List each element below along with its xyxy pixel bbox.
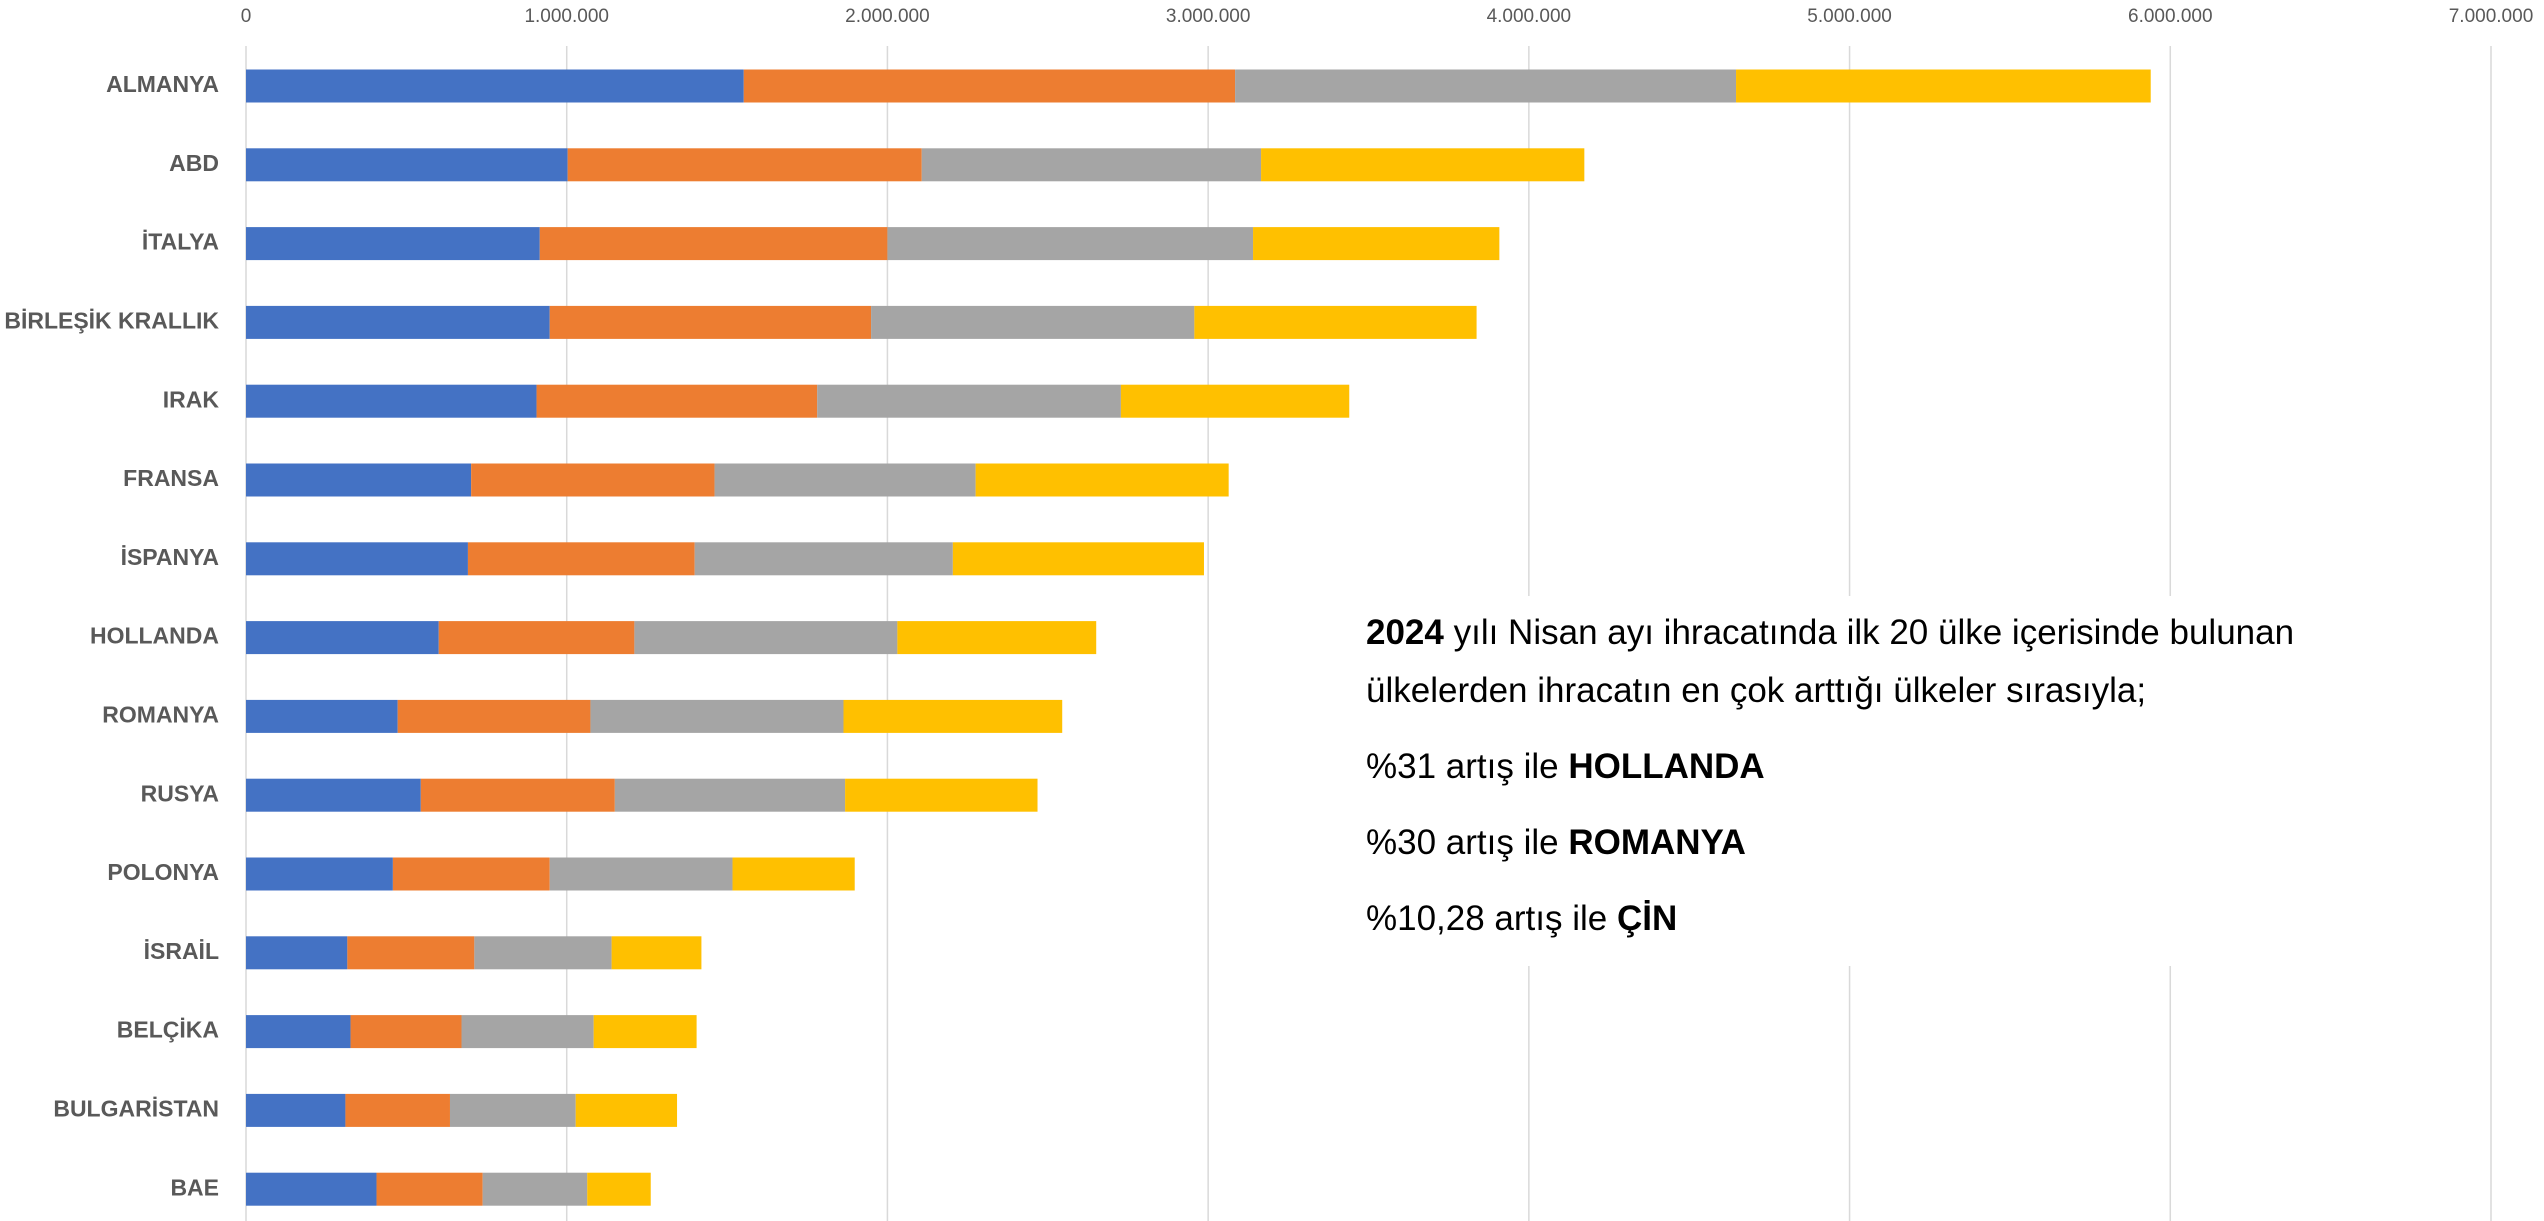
annotation-text: %31 artış ile: [1366, 747, 1569, 786]
category-label: HOLLANDA: [90, 623, 219, 649]
bar-segment: [1253, 227, 1500, 261]
bar-segment: [817, 384, 1121, 418]
bar-segment: [1194, 305, 1477, 339]
category-label: BELÇİKA: [117, 1017, 219, 1043]
category-label: İSPANYA: [121, 544, 219, 570]
annotation-text: HOLLANDA: [1568, 747, 1765, 786]
bar-segment: [420, 778, 615, 812]
bar-segment: [246, 1015, 351, 1049]
annotation-line: %10,28 artış ile ÇİN: [1366, 890, 2450, 948]
bar-segment: [246, 1172, 377, 1206]
x-tick-label: 2.000.000: [845, 6, 930, 27]
bar-segment: [350, 1015, 462, 1049]
category-label: İSRAİL: [144, 938, 219, 964]
bar-segment: [246, 1093, 346, 1127]
bar-segment: [732, 857, 855, 891]
category-label: IRAK: [163, 386, 220, 412]
category-label: ABD: [169, 150, 219, 176]
bar-segment: [593, 1015, 697, 1049]
bar-segment: [539, 227, 888, 261]
bar-segment: [897, 621, 1097, 655]
bar-segment: [376, 1172, 483, 1206]
category-label: BULGARİSTAN: [53, 1095, 219, 1121]
bar-segment: [246, 699, 398, 733]
bar-segment: [246, 542, 468, 576]
bar-segment: [246, 227, 540, 261]
bar-segment: [345, 1093, 450, 1127]
bar-segment: [392, 857, 550, 891]
bar-segment: [887, 227, 1254, 261]
bar-segment: [871, 305, 1195, 339]
bar-segment: [246, 857, 393, 891]
category-label: ALMANYA: [106, 71, 219, 97]
x-tick-label: 3.000.000: [1166, 6, 1251, 27]
x-tick-label: 7.000.000: [2449, 6, 2534, 27]
bar-segment: [1736, 69, 2151, 103]
bar-segment: [921, 148, 1262, 182]
annotation-text: yılı Nisan ayı ihracatında ilk 20 ülke i…: [1366, 613, 2295, 710]
x-tick-label: 0: [241, 6, 252, 27]
bar-segment: [246, 778, 421, 812]
bar-segment: [1235, 69, 1737, 103]
bar-segment: [1261, 148, 1585, 182]
bar-segment: [467, 542, 695, 576]
bar-segment: [246, 148, 568, 182]
bar-segment: [246, 463, 472, 497]
category-label: POLONYA: [107, 859, 219, 885]
bar-segment: [397, 699, 591, 733]
bar-segment: [590, 699, 844, 733]
x-tick-label: 5.000.000: [1807, 6, 1892, 27]
category-label: RUSYA: [141, 780, 219, 806]
bar-segment: [634, 621, 898, 655]
bar-segment: [575, 1093, 678, 1127]
x-tick-label: 1.000.000: [524, 6, 609, 27]
bar-segment: [567, 148, 922, 182]
bar-segment: [246, 384, 537, 418]
bar-segment: [246, 305, 550, 339]
bar-segment: [449, 1093, 576, 1127]
annotation-line: 2024 yılı Nisan ayı ihracatında ilk 20 ü…: [1366, 604, 2450, 720]
annotation-text: 2024: [1366, 613, 1444, 652]
category-label: İTALYA: [142, 229, 219, 255]
bar-segment: [549, 305, 872, 339]
category-label: BİRLEŞİK KRALLIK: [4, 307, 219, 333]
category-label: ROMANYA: [102, 701, 219, 727]
annotation-text: %30 artış ile: [1366, 823, 1569, 862]
annotation-text: ÇİN: [1616, 899, 1678, 938]
annotation-text: ROMANYA: [1568, 823, 1746, 862]
bar-segment: [611, 936, 702, 970]
bar-segment: [714, 463, 976, 497]
bar-segment: [461, 1015, 594, 1049]
bar-segment: [246, 69, 744, 103]
bar-segment: [246, 936, 348, 970]
category-label: FRANSA: [123, 465, 219, 491]
annotation-line: %30 artış ile ROMANYA: [1366, 814, 2450, 872]
bar-segment: [743, 69, 1236, 103]
bar-segment: [482, 1172, 588, 1206]
annotation-line: %31 artış ile HOLLANDA: [1366, 738, 2450, 796]
bar-segment: [536, 384, 818, 418]
bar-segment: [438, 621, 635, 655]
bar-segment: [843, 699, 1063, 733]
bar-segment: [587, 1172, 651, 1206]
x-tick-label: 6.000.000: [2128, 6, 2213, 27]
bar-segment: [471, 463, 715, 497]
bar-segment: [614, 778, 846, 812]
bar-segment: [694, 542, 953, 576]
bar-segment: [246, 621, 439, 655]
category-label: BAE: [170, 1174, 219, 1200]
bar-segment: [845, 778, 1038, 812]
annotation-box: 2024 yılı Nisan ayı ihracatında ilk 20 ü…: [1340, 596, 2450, 966]
bar-segment: [474, 936, 612, 970]
bar-segment: [952, 542, 1204, 576]
annotation-text: %10,28 artış ile: [1366, 899, 1617, 938]
x-tick-label: 4.000.000: [1487, 6, 1572, 27]
bar-segment: [347, 936, 475, 970]
bar-segment: [549, 857, 733, 891]
bar-segment: [1120, 384, 1350, 418]
bar-segment: [975, 463, 1229, 497]
